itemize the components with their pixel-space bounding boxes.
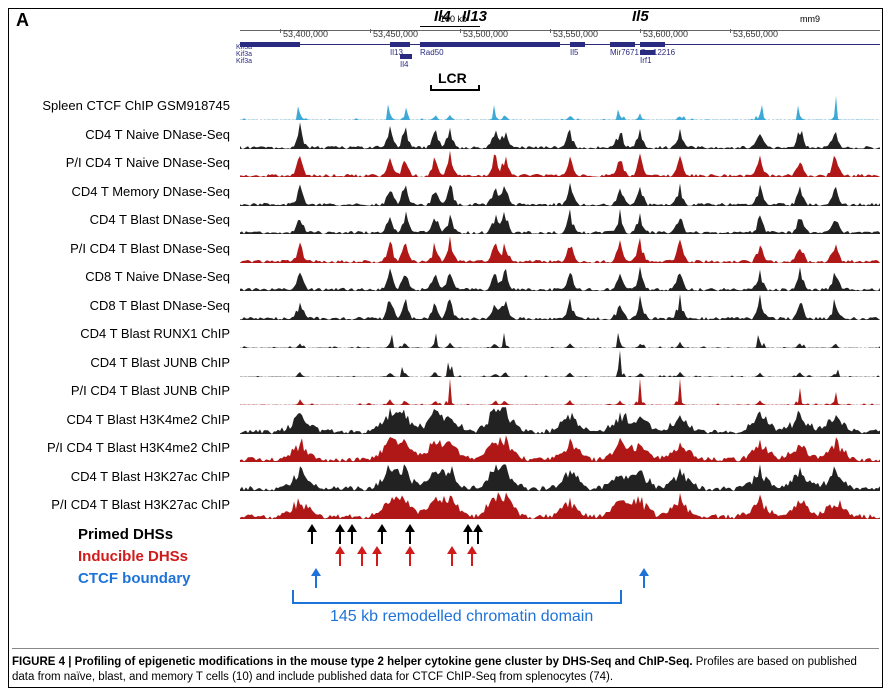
gene-header: Il4 Il13 Il5	[240, 8, 880, 24]
ctcf-arrow-icon	[638, 568, 650, 593]
scale-bar	[420, 26, 480, 27]
ruler-tick: 53,650,000	[730, 29, 778, 33]
track-label: CD4 T Memory DNase-Seq	[16, 184, 230, 199]
track-label: CD4 T Blast DNase-Seq	[16, 212, 230, 227]
track-plot	[240, 406, 880, 434]
lcr-label: LCR	[438, 70, 467, 86]
track-row: CD8 T Naive DNase-Seq	[16, 263, 878, 292]
track-plot	[240, 263, 880, 291]
track-plot	[240, 121, 880, 149]
track-row: CD4 T Blast RUNX1 ChIP	[16, 320, 878, 349]
track-plot	[240, 235, 880, 263]
scale-label: 100 kb	[440, 14, 467, 24]
track-plot	[240, 434, 880, 462]
track-row: CD8 T Blast DNase-Seq	[16, 292, 878, 321]
track-row: P/I CD4 T Blast H3K4me2 ChIP	[16, 434, 878, 463]
domain-label: 145 kb remodelled chromatin domain	[330, 608, 593, 626]
track-row: CD4 T Blast DNase-Seq	[16, 206, 878, 235]
track-plot	[240, 349, 880, 377]
tick-row: 53,400,000 53,450,000 53,500,000 53,550,000…	[240, 30, 880, 40]
track-row: P/I CD4 T Blast JUNB ChIP	[16, 377, 878, 406]
track-plot	[240, 149, 880, 177]
annotation-row-inducible: Inducible DHSs	[16, 546, 878, 568]
track-label: P/I CD4 T Blast H3K27ac ChIP	[16, 497, 230, 512]
ruler-tick: 53,600,000	[640, 29, 688, 33]
track-row: P/I CD4 T Blast H3K27ac ChIP	[16, 491, 878, 520]
track-label: CD4 T Blast JUNB ChIP	[16, 355, 230, 370]
domain-bracket	[292, 590, 622, 604]
track-label: CD8 T Naive DNase-Seq	[16, 269, 230, 284]
annotation-area: Primed DHSs Inducible DHSs CTCF boundary	[16, 524, 878, 590]
figure-caption: FIGURE 4 | Profiling of epigenetic modif…	[12, 648, 879, 686]
annotation-label: Primed DHSs	[78, 526, 244, 543]
track-label: P/I CD4 T Naive DNase-Seq	[16, 155, 230, 170]
track-row: P/I CD4 T Naive DNase-Seq	[16, 149, 878, 178]
track-row: CD4 T Memory DNase-Seq	[16, 178, 878, 207]
assembly-label: mm9	[800, 14, 820, 24]
caption-bold: FIGURE 4 | Profiling of epigenetic modif…	[12, 656, 693, 668]
track-row: CD4 T Blast H3K4me2 ChIP	[16, 406, 878, 435]
track-row: CD4 T Blast JUNB ChIP	[16, 349, 878, 378]
ruler-tick: 53,500,000	[460, 29, 508, 33]
track-label: Spleen CTCF ChIP GSM918745	[16, 98, 230, 113]
ruler-tick: 53,400,000	[280, 29, 328, 33]
panel-label: A	[16, 10, 29, 31]
track-label: CD4 T Blast H3K27ac ChIP	[16, 469, 230, 484]
lcr-bracket	[430, 85, 480, 91]
gene-il5: Il5	[632, 8, 649, 25]
track-plot	[240, 292, 880, 320]
annotation-row-ctcf: CTCF boundary	[16, 568, 878, 590]
track-row: CD4 T Naive DNase-Seq	[16, 121, 878, 150]
track-row: P/I CD4 T Blast DNase-Seq	[16, 235, 878, 264]
track-plot	[240, 206, 880, 234]
track-plot	[240, 178, 880, 206]
track-label: P/I CD4 T Blast H3K4me2 ChIP	[16, 440, 230, 455]
annotation-label: CTCF boundary	[78, 570, 244, 587]
track-label: P/I CD4 T Blast DNase-Seq	[16, 241, 230, 256]
annotation-label: Inducible DHSs	[78, 548, 244, 565]
track-plot	[240, 92, 880, 120]
track-label: P/I CD4 T Blast JUNB ChIP	[16, 383, 230, 398]
annotation-row-primed: Primed DHSs	[16, 524, 878, 546]
gene-name-column: Kif3aKif3aKif3a	[228, 44, 252, 65]
track-label: CD4 T Naive DNase-Seq	[16, 127, 230, 142]
track-label: CD4 T Blast H3K4me2 ChIP	[16, 412, 230, 427]
genome-ruler: 100 kb mm9 53,400,00053,450,00053,500,00…	[240, 26, 880, 78]
track-label: CD4 T Blast RUNX1 ChIP	[16, 326, 230, 341]
track-plot	[240, 377, 880, 405]
track-plot	[240, 320, 880, 348]
track-container: Spleen CTCF ChIP GSM918745 CD4 T Naive DN…	[16, 92, 878, 520]
track-row: CD4 T Blast H3K27ac ChIP	[16, 463, 878, 492]
gene-models: Il13Rad50Il5Mir7671Gm12216Irf1Il4	[240, 42, 880, 78]
track-plot	[240, 463, 880, 491]
ruler-tick: 53,450,000	[370, 29, 418, 33]
track-plot	[240, 491, 880, 519]
ruler-tick: 53,550,000	[550, 29, 598, 33]
track-label: CD8 T Blast DNase-Seq	[16, 298, 230, 313]
track-row: Spleen CTCF ChIP GSM918745	[16, 92, 878, 121]
